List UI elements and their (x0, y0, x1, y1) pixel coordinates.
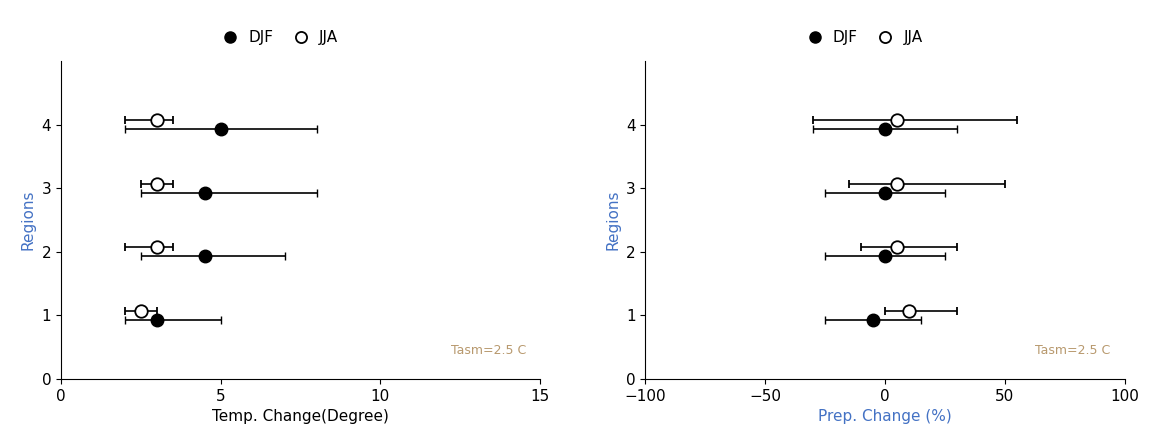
Legend: DJF, JJA: DJF, JJA (793, 24, 929, 52)
Y-axis label: Regions: Regions (21, 190, 36, 250)
Legend: DJF, JJA: DJF, JJA (209, 24, 345, 52)
Text: Tasm=2.5 C: Tasm=2.5 C (450, 344, 525, 356)
X-axis label: Prep. Change (%): Prep. Change (%) (818, 409, 952, 424)
Y-axis label: Regions: Regions (606, 190, 621, 250)
Text: Tasm=2.5 C: Tasm=2.5 C (1035, 344, 1110, 356)
X-axis label: Temp. Change(Degree): Temp. Change(Degree) (212, 409, 389, 424)
